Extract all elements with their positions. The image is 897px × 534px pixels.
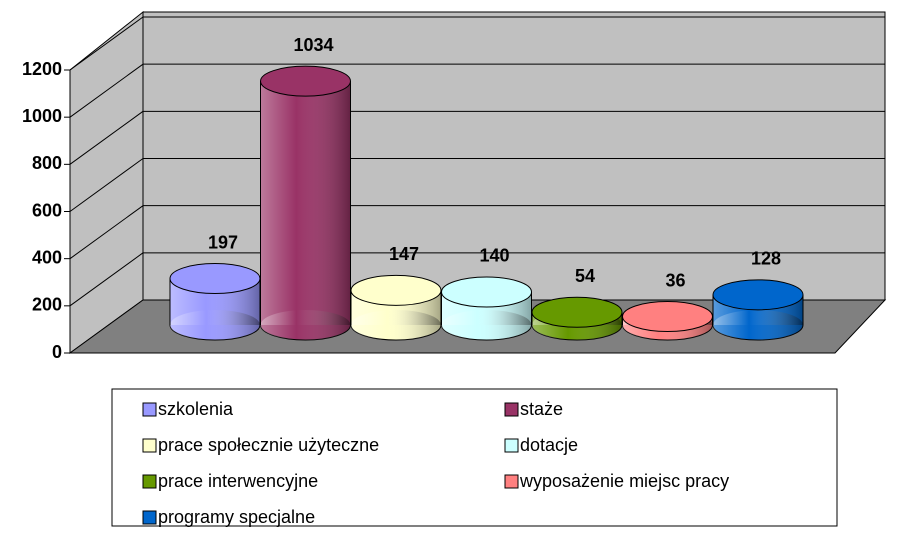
cylinder-top [712,279,804,311]
cylinder-bottom-shade [170,310,260,340]
legend-label: prace społecznie użyteczne [158,435,379,455]
legend-swatch [142,510,157,525]
value-label: 36 [665,270,685,290]
left-wall [69,10,144,354]
cylinder-top [531,296,623,328]
value-label: 197 [208,232,238,252]
y-tick-label: 800 [32,153,62,173]
legend-label: staże [520,399,563,419]
value-label: 1034 [293,35,333,55]
legend-label: dotacje [520,435,578,455]
value-label: 147 [389,244,419,264]
legend-swatch [142,402,157,417]
cylinder-top [260,65,351,97]
cylinder-bottom-shade [351,310,441,340]
legend-swatch [504,402,519,417]
legend-label: szkolenia [158,399,234,419]
grid-line [69,16,144,71]
value-label: 128 [751,249,781,269]
y-tick-label: 600 [32,200,62,220]
cylinder-top [441,276,532,308]
legend-swatch [504,438,519,453]
y-tick-label: 400 [32,247,62,267]
cylinder-bottom-shade [713,310,803,340]
legend-label: wyposażenie miejsc pracy [519,471,729,491]
cylinder-top [169,263,261,295]
grid-line [69,110,144,165]
y-tick-label: 200 [32,295,62,315]
grid-line [69,158,144,212]
legend-swatch [504,474,519,489]
legend-label: prace interwencyjne [158,471,318,491]
value-label: 54 [575,266,595,286]
grid-line [69,63,144,118]
y-tick-label: 0 [52,342,62,362]
cylinder-bottom-shade [441,310,532,340]
bar-shade [260,81,351,325]
legend [111,388,838,527]
y-tick-label: 1200 [22,59,62,79]
value-label: 140 [479,246,509,266]
legend-swatch [142,474,157,489]
legend-swatch [142,438,157,453]
legend-label: programy specjalne [158,507,315,527]
cylinder-top [622,301,713,333]
grid-line [69,252,144,307]
grid-line [69,205,144,260]
cylinder-top [350,274,442,306]
cylinder-bottom-shade [260,310,351,340]
y-tick-label: 1000 [22,106,62,126]
